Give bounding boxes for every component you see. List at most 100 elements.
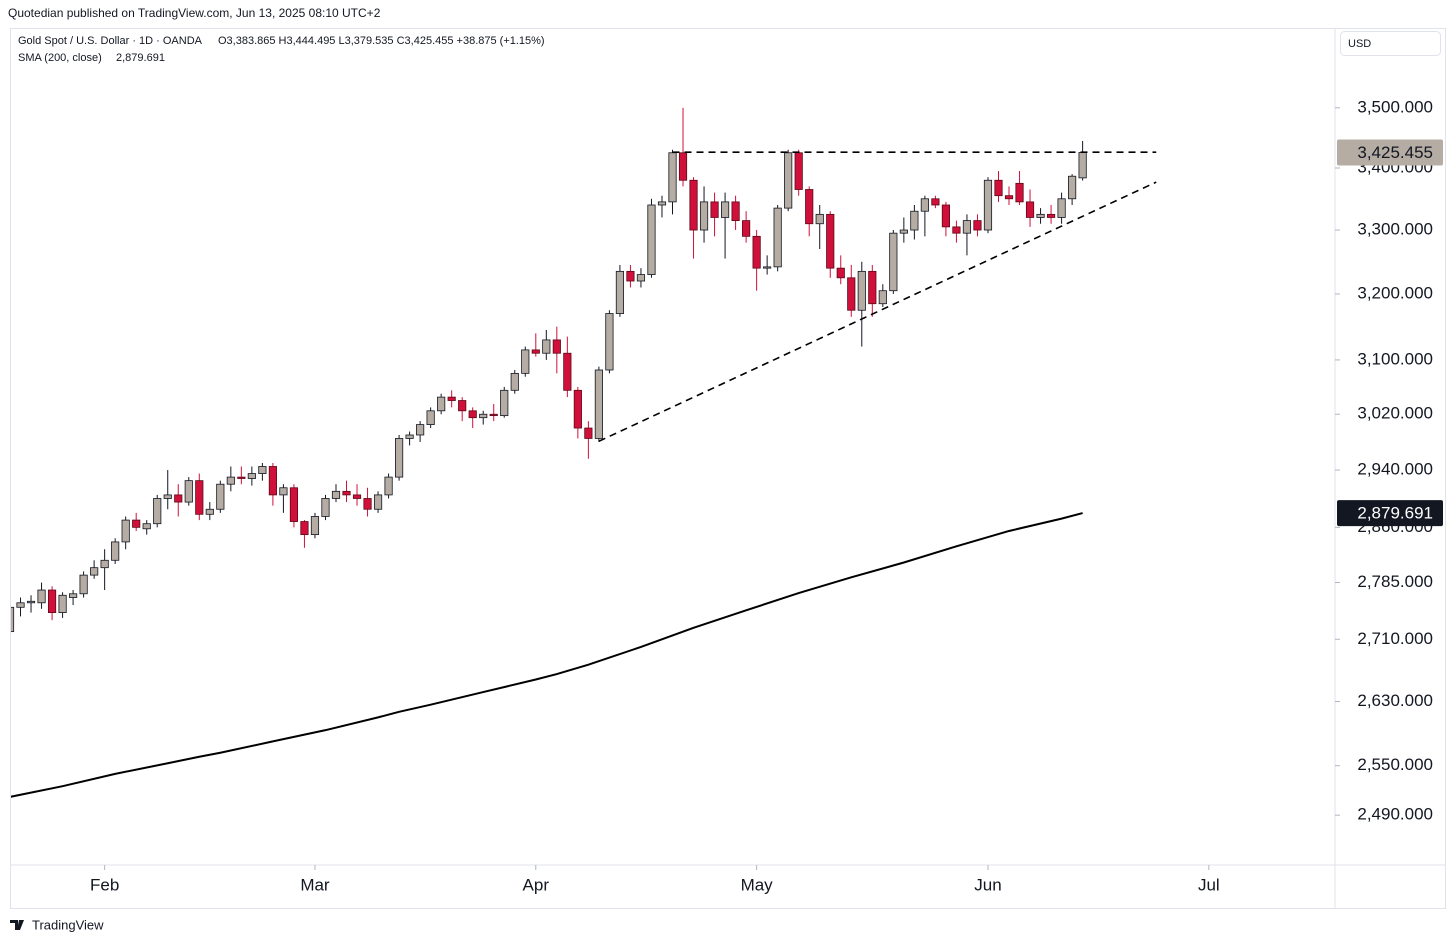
candle-body (1068, 175, 1077, 200)
symbol-label: Gold Spot / U.S. Dollar · 1D · OANDA (18, 35, 203, 47)
y-tick-label: 3,300.000 (1357, 220, 1433, 239)
candle-body (47, 589, 57, 614)
candle-body (395, 438, 404, 478)
price-badge-label: 3,425.455 (1357, 143, 1433, 162)
candle-body (79, 574, 88, 595)
candle-body (37, 589, 46, 604)
candle-body (773, 207, 782, 268)
candle-body (1036, 213, 1045, 218)
candle-body (300, 521, 309, 536)
candle-body (321, 498, 330, 517)
candle-body (994, 179, 1003, 197)
y-tick-label: 3,020.000 (1357, 404, 1433, 423)
candle-body (268, 466, 277, 496)
candle-body (941, 204, 950, 228)
candle-body (826, 213, 835, 269)
candle-body (237, 476, 246, 479)
candle-body (794, 152, 803, 190)
candle-body (373, 494, 383, 510)
price-badge (1337, 139, 1443, 166)
candle-body (1078, 152, 1087, 179)
candle-body (594, 369, 603, 439)
candle-body (489, 413, 498, 417)
candle-body (426, 410, 435, 425)
candle-body (668, 152, 677, 203)
candle-body (742, 220, 751, 237)
candle-body (973, 220, 982, 231)
candle-body (163, 494, 172, 499)
candle-body (931, 198, 940, 206)
candle-body (16, 602, 25, 608)
candle-body (542, 339, 551, 354)
candle-body (352, 494, 362, 499)
candle-body (90, 567, 99, 576)
y-tick-label: 3,200.000 (1357, 283, 1433, 302)
y-tick-label: 2,630.000 (1357, 691, 1433, 710)
candle-body (69, 593, 78, 598)
candle-body (584, 427, 593, 439)
candle-body (1004, 195, 1014, 200)
candle-body (111, 541, 120, 561)
candle-body (153, 498, 162, 525)
candle-body (279, 487, 288, 496)
y-tick-label: 2,785.000 (1357, 572, 1433, 591)
candle-body (720, 201, 730, 218)
y-tick-label: 2,490.000 (1357, 805, 1433, 824)
candle-body (531, 349, 540, 354)
candle-body (121, 519, 130, 543)
candle-body (899, 229, 908, 234)
candle-body (752, 235, 761, 269)
candle-body (58, 594, 67, 614)
candle-body (847, 277, 856, 311)
candle-body (647, 204, 656, 275)
y-tick-label: 2,550.000 (1357, 755, 1433, 774)
candle-body (447, 396, 456, 401)
candle-body (857, 270, 866, 311)
candle-body (878, 290, 887, 305)
candle-body (310, 516, 320, 536)
candle-body (689, 179, 698, 231)
candle-body (962, 220, 972, 234)
candle-body (174, 494, 183, 503)
x-tick-label: Apr (523, 875, 550, 894)
candle-body (573, 389, 582, 429)
candle-body (205, 508, 214, 515)
candle-body (216, 483, 225, 510)
candle-body (384, 476, 393, 496)
y-tick-label: 3,100.000 (1357, 349, 1433, 368)
candle-body (416, 424, 425, 436)
candle-body (910, 210, 919, 231)
plot-area (11, 107, 1157, 798)
candle-body (563, 352, 572, 391)
candle-body (184, 480, 193, 503)
candle-body (258, 466, 267, 474)
sma-line (11, 512, 1083, 798)
candle-body (983, 179, 993, 231)
candle-body (405, 434, 414, 439)
candle-body (815, 213, 824, 225)
candle-body (805, 189, 814, 225)
candle-body (363, 498, 372, 510)
candle-body (26, 600, 36, 604)
candle-body (763, 266, 772, 269)
candle-body (510, 372, 519, 391)
brand-icon (10, 920, 24, 930)
ohlc-label: O3,383.865 H3,444.495 L3,379.535 C3,425.… (218, 35, 545, 47)
candle-body (731, 201, 740, 222)
candle-body (636, 274, 646, 282)
candle-body (657, 201, 667, 206)
candle-body (142, 523, 151, 530)
candle-body (699, 201, 709, 231)
candle-body (479, 413, 488, 419)
candle-body (11, 606, 15, 633)
candle-body (605, 313, 614, 371)
candle-body (1015, 182, 1024, 203)
x-tick-label: May (741, 875, 774, 894)
candle-body (100, 559, 109, 569)
candle-body (710, 201, 719, 218)
candle-body (678, 152, 688, 181)
currency-box[interactable] (1340, 31, 1441, 56)
candle-body (836, 267, 845, 279)
price-badge-label: 2,879.691 (1357, 504, 1433, 523)
